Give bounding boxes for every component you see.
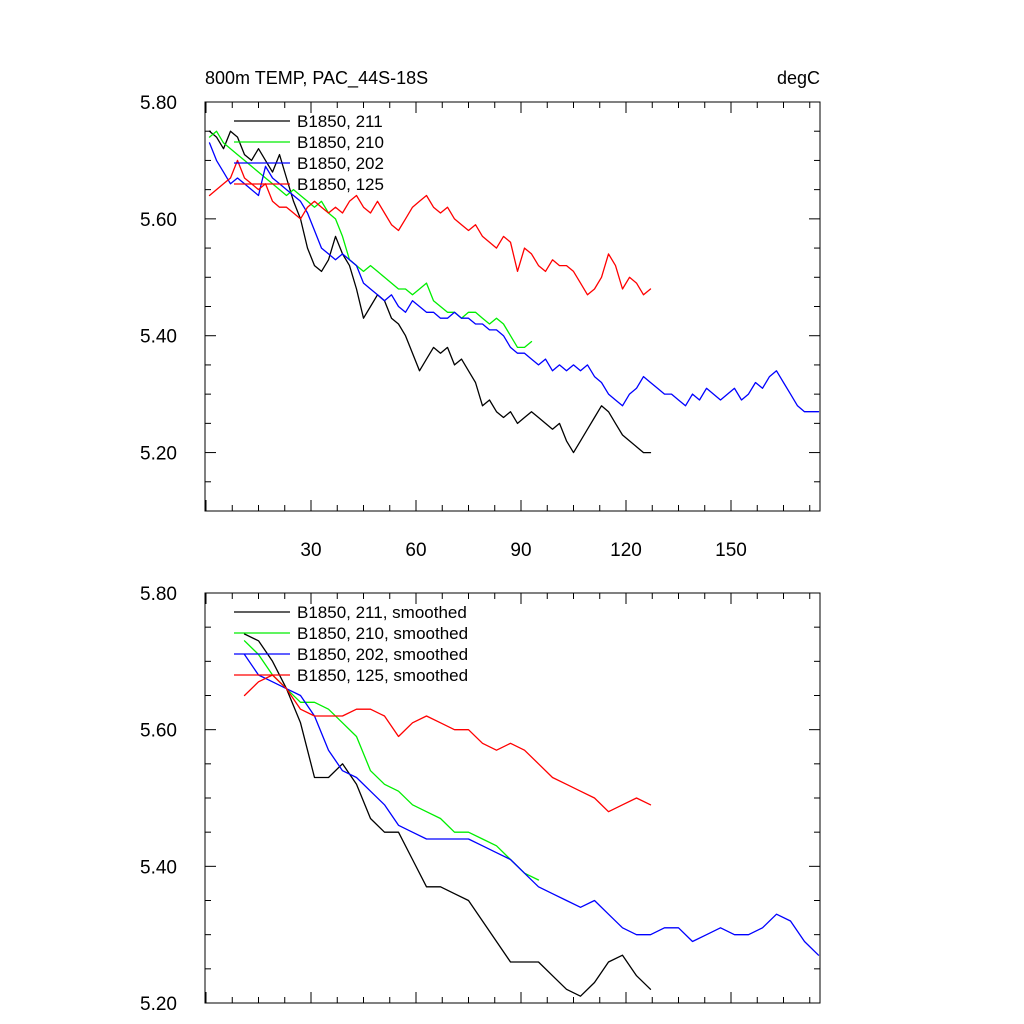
series-line-1 <box>243 633 652 997</box>
series-line-1 <box>208 130 652 454</box>
series-line-4 <box>243 674 652 813</box>
y-tick-label: 5.40 <box>140 327 177 348</box>
legend-label-1: B1850, 211 <box>297 112 383 131</box>
bottom-series <box>243 633 820 997</box>
bottom-panel: 5.805.605.405.20 B1850, 211, smoothedB18… <box>140 584 821 1015</box>
series-line-3 <box>243 653 820 956</box>
legend-label-3: B1850, 202 <box>297 154 384 173</box>
series-line-3 <box>208 142 820 413</box>
top-series <box>208 130 820 454</box>
y-tick-label: 5.80 <box>140 93 177 114</box>
x-tick-label: 120 <box>610 540 642 561</box>
bottom-axes: 5.80 5.60 5.40 5.20 <box>140 584 821 1015</box>
legend-label-2: B1850, 210 <box>297 133 384 152</box>
series-line-2 <box>243 640 540 881</box>
top-axes: 5.80 5.60 5.40 5.20 30 60 90 120 150 <box>140 93 821 561</box>
legend-label-4: B1850, 125, smoothed <box>297 666 468 685</box>
y-tick-label: 5.40 <box>140 857 177 878</box>
x-tick-label: 150 <box>715 540 747 561</box>
y-tick-label: 5.20 <box>140 994 177 1015</box>
top-legend: B1850, 211 B1850, 210 B1850, 202 B1850, 125 <box>234 112 384 194</box>
top-panel-title: 800m TEMP, PAC_44S-18S <box>205 68 428 89</box>
x-tick-label: 60 <box>405 540 426 561</box>
legend-label-2: B1850, 210, smoothed <box>297 624 468 643</box>
top-panel: 800m TEMP, PAC_44S-18S degC 5.80 5.60 5.40… <box>140 68 821 561</box>
series-line-4 <box>208 159 652 296</box>
y-tick-label: 5.80 <box>140 584 177 605</box>
y-tick-label: 5.60 <box>140 210 177 231</box>
x-tick-label: 30 <box>300 540 321 561</box>
legend-label-3: B1850, 202, smoothed <box>297 645 468 664</box>
y-tick-label: 5.60 <box>140 721 177 742</box>
bottom-legend: B1850, 211, smoothed B1850, 210, smoothed… <box>234 603 468 685</box>
top-panel-units: degC <box>777 68 820 88</box>
y-tick-label: 5.20 <box>140 444 177 465</box>
legend-label-4: B1850, 125 <box>297 175 384 194</box>
legend-label-1: B1850, 211, smoothed <box>297 603 467 622</box>
x-tick-label: 90 <box>510 540 531 561</box>
